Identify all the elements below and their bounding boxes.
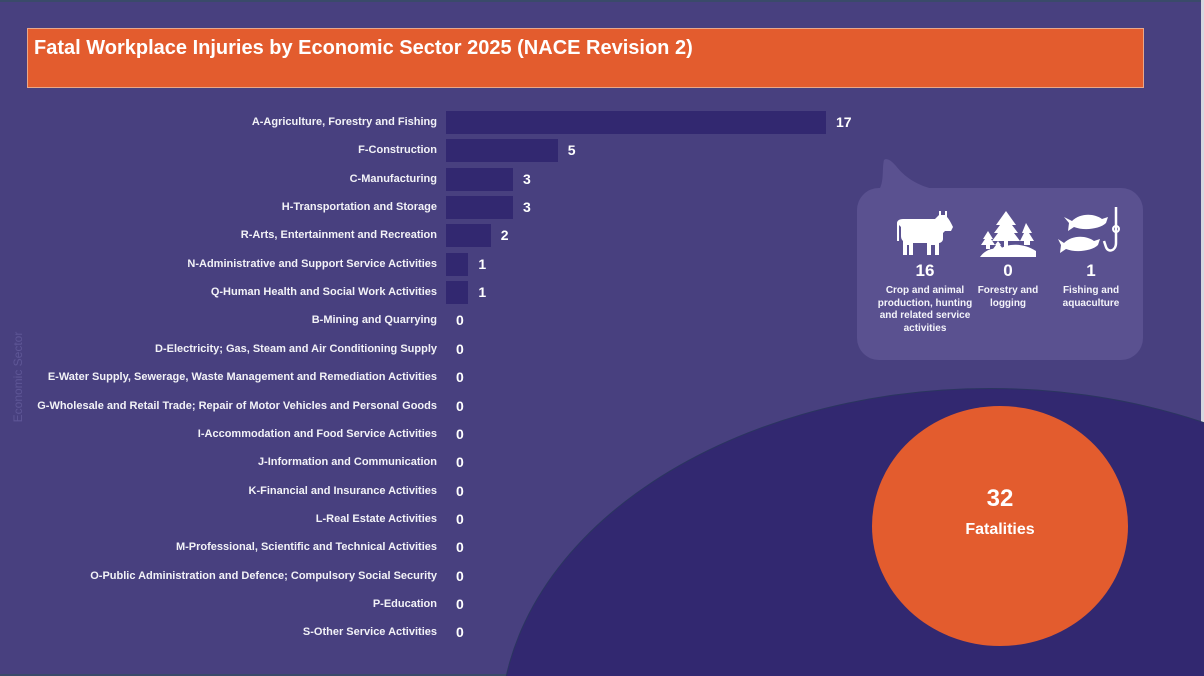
cow-icon: [897, 211, 953, 255]
fish-hook-icon: [1058, 207, 1120, 253]
bar-value-label: 0: [456, 595, 464, 612]
category-label: H-Transportation and Storage: [281, 201, 437, 214]
category-label: L-Real Estate Activities: [315, 512, 437, 525]
bar[interactable]: [446, 196, 514, 220]
bar-row: S-Other Service Activities 0: [0, 619, 860, 647]
bar-value-label: 5: [567, 142, 576, 159]
category-label: C-Manufacturing: [349, 172, 437, 185]
callout-item-forestry: 0 Forestry and logging: [960, 205, 1056, 310]
bar-row: F-Construction 5: [0, 137, 860, 165]
callout-value: 16: [915, 261, 935, 280]
category-label: Q-Human Health and Social Work Activitie…: [210, 286, 437, 299]
bar-row: H-Transportation and Storage 3: [0, 194, 860, 222]
bar-value-label: 0: [456, 369, 464, 386]
category-label: A-Agriculture, Forestry and Fishing: [251, 116, 437, 128]
category-label: E-Water Supply, Sewerage, Waste Manageme…: [47, 371, 437, 384]
bar-value-label: 0: [456, 312, 464, 329]
bar-row: A-Agriculture, Forestry and Fishing 17: [0, 109, 860, 137]
bar-value-label: 0: [456, 454, 464, 471]
bar-row: P-Education 0: [0, 591, 860, 619]
callout-item-crop-animal: 16 Crop and animal production, hunting a…: [877, 205, 973, 335]
bar-value-label: 0: [456, 510, 464, 527]
total-value: 32: [986, 485, 1014, 512]
bar-value-label: 17: [836, 114, 852, 130]
bar-row: K-Financial and Insurance Activities 0: [0, 478, 860, 506]
bar-row: N-Administrative and Support Service Act…: [0, 251, 860, 279]
bar-value-label: 3: [523, 170, 531, 187]
category-label: D-Electricity; Gas, Steam and Air Condit…: [155, 342, 437, 355]
total-label: Fatalities: [965, 521, 1035, 538]
bar-row: G-Wholesale and Retail Trade; Repair of …: [0, 393, 860, 421]
bar-value-label: 3: [523, 199, 531, 216]
callout-label: Crop and animal production, hunting and …: [877, 285, 973, 334]
bar-value-label: 1: [478, 284, 487, 301]
bar-row: I-Accommodation and Food Service Activit…: [0, 421, 860, 449]
trees-icon: [980, 211, 1036, 257]
bar-row: J-Information and Communication 0: [0, 449, 860, 477]
bar[interactable]: [446, 167, 514, 191]
category-label: P-Education: [372, 597, 437, 610]
frame-right-border: [1201, 0, 1204, 676]
bar-value-label: 0: [456, 567, 464, 584]
frame-top-border: [0, 0, 1204, 2]
category-label: F-Construction: [358, 144, 437, 157]
bar[interactable]: [446, 224, 491, 248]
bar-value-label: 0: [456, 624, 464, 641]
bar[interactable]: [446, 252, 469, 276]
total-fatalities-circle: 32 Fatalities: [872, 406, 1128, 646]
callout-value: 0: [1003, 261, 1013, 280]
category-label: K-Financial and Insurance Activities: [248, 484, 437, 497]
category-label: B-Mining and Quarrying: [311, 314, 437, 327]
bar-row: B-Mining and Quarrying 0: [0, 307, 860, 335]
category-label: M-Professional, Scientific and Technical…: [175, 541, 437, 554]
bar-value-label: 0: [456, 425, 464, 442]
bar[interactable]: [446, 281, 469, 305]
bar-value-label: 1: [478, 255, 487, 272]
bar-row: O-Public Administration and Defence; Com…: [0, 563, 860, 591]
category-label: J-Information and Communication: [257, 456, 437, 469]
category-label: O-Public Administration and Defence; Com…: [90, 569, 437, 582]
page-title: Fatal Workplace Injuries by Economic Sec…: [34, 37, 693, 59]
title-banner: Fatal Workplace Injuries by Economic Sec…: [27, 28, 1144, 88]
bar-value-label: 0: [456, 539, 464, 556]
callout-label: Fishing and aquaculture: [1062, 285, 1120, 309]
category-label: I-Accommodation and Food Service Activit…: [197, 427, 437, 440]
bar-row: Q-Human Health and Social Work Activitie…: [0, 279, 860, 307]
category-label: N-Administrative and Support Service Act…: [187, 257, 437, 270]
bar-value-label: 2: [500, 227, 509, 244]
bar-value-label: 0: [456, 397, 464, 414]
bar-value-label: 0: [456, 340, 464, 357]
bar-row: L-Real Estate Activities 0: [0, 506, 860, 534]
callout-label: Forestry and logging: [977, 285, 1039, 309]
bar-row: C-Manufacturing 3: [0, 166, 860, 194]
category-label: R-Arts, Entertainment and Recreation: [240, 229, 437, 242]
callout-item-fishing: 1 Fishing and aquaculture: [1043, 205, 1139, 310]
bar-row: E-Water Supply, Sewerage, Waste Manageme…: [0, 364, 860, 392]
category-label: S-Other Service Activities: [302, 626, 437, 639]
bar-row: M-Professional, Scientific and Technical…: [0, 534, 860, 562]
bar-row: R-Arts, Entertainment and Recreation 2: [0, 222, 860, 250]
callout-value: 1: [1086, 261, 1096, 280]
bar-value-label: 0: [456, 482, 464, 499]
bar[interactable]: [446, 111, 826, 134]
bar[interactable]: [446, 139, 558, 163]
category-label: G-Wholesale and Retail Trade; Repair of …: [37, 399, 437, 412]
bar-row: D-Electricity; Gas, Steam and Air Condit…: [0, 336, 860, 364]
